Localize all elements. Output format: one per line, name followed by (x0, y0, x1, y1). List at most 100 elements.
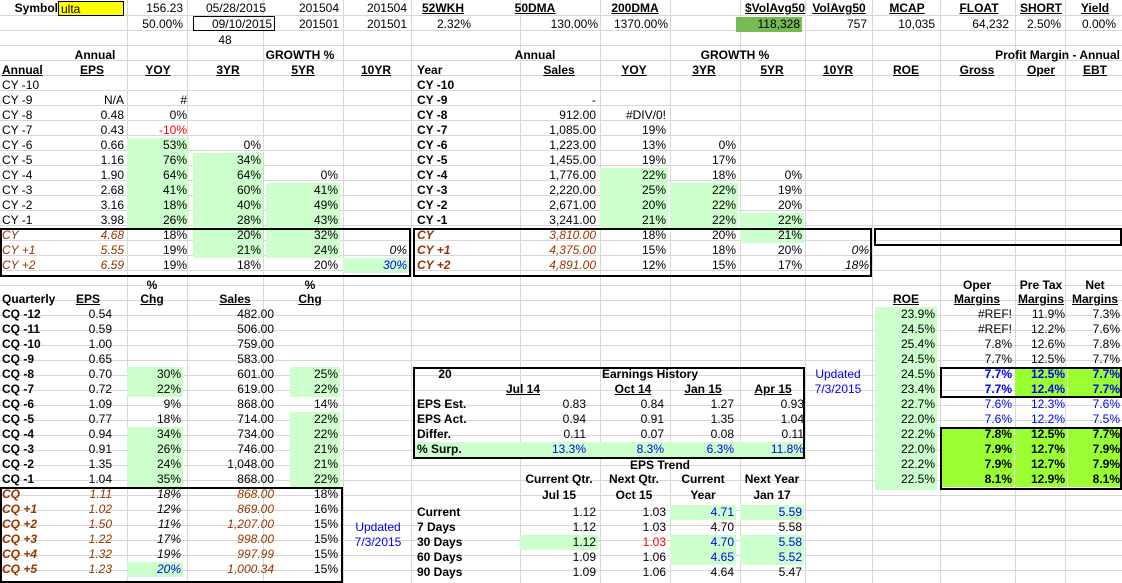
eps-annual-cell: 43% (266, 213, 340, 228)
period-2a: 201504 (366, 1, 407, 15)
q-cell: CQ -2 (2, 457, 35, 471)
eh-cell: 1.35 (710, 412, 734, 426)
pq-cell: 7.9% (940, 457, 1014, 472)
q-cell: CQ -9 (2, 352, 35, 366)
pq-cell: 22.0% (875, 442, 937, 457)
eps-annual-cell: # (180, 93, 187, 107)
gridline (0, 75, 1122, 76)
sales-annual-cell (805, 78, 871, 93)
sales-annual-cell: 19% (641, 153, 666, 167)
sales-annual-cell: 20% (711, 228, 736, 242)
pq-cell: 22.5% (875, 472, 937, 487)
eh-cell: 0.83 (562, 397, 586, 411)
sales-annual-cell (805, 108, 871, 123)
sales-annual-cell (740, 138, 804, 153)
symbol-input[interactable]: ulta (58, 1, 124, 16)
gridline (0, 210, 1122, 211)
sales-annual-cell: 22% (600, 168, 668, 183)
sales-annual-header-sales: Sales (543, 63, 575, 77)
sales-annual-cell: 1,455.00 (549, 153, 596, 167)
gridline (127, 0, 128, 583)
pq-cell: 24.5% (875, 322, 937, 337)
pq-cell: 7.7% (984, 382, 1012, 396)
profit-annual-title: Profit Margin - Annual (995, 48, 1120, 62)
pq-cell: #REF! (977, 322, 1012, 336)
date-2: 09/10/2015 (193, 16, 275, 31)
pq-cell: 12.2% (1030, 412, 1065, 426)
sales-annual-header-3yr: 3YR (692, 63, 716, 77)
sales-annual-cell: CY -3 (417, 183, 448, 197)
eh-surp: 11.8% (740, 442, 806, 457)
pq-cell: 7.9% (1068, 457, 1122, 472)
q-cell: 16% (313, 502, 338, 516)
sales-annual-cell (805, 198, 871, 213)
eps-annual-cell (266, 93, 340, 108)
sales-annual-cell (600, 93, 668, 108)
pq-cell: 25.4% (875, 337, 937, 352)
q-cell: 22% (290, 427, 340, 442)
eps-annual-cell: CY -5 (2, 153, 33, 167)
sales-annual-cell (805, 168, 871, 183)
eps-annual-cell (193, 78, 263, 93)
q-cell: 0.72 (88, 382, 112, 396)
header-48: 48 (218, 33, 232, 47)
eps-annual-cell: 0% (320, 168, 338, 182)
eps-annual-cell: CY -2 (2, 198, 33, 212)
sales-annual-cell (805, 153, 871, 168)
sales-annual-cell: 13% (641, 138, 666, 152)
yield-value: 0.00% (1081, 17, 1116, 31)
eh-cell: 1.04 (780, 412, 804, 426)
sales-annual-cell: 3,241.00 (549, 213, 596, 227)
pq-cell: 12.7% (1015, 457, 1067, 472)
pq-head-top-2: Net (1085, 278, 1105, 292)
eps-annual-cell: CY -9 (2, 93, 33, 107)
eh-cell: 0.94 (562, 412, 586, 426)
q-cell: CQ (2, 487, 20, 501)
q-header-chg1: Chg (140, 292, 164, 306)
gridline (0, 405, 1122, 406)
sales-annual-cell (670, 93, 738, 108)
eps-annual-cell (343, 228, 409, 243)
sales-annual-cell: 4,375.00 (549, 243, 596, 257)
float-value: 64,232 (972, 17, 1009, 31)
q-cell: 868.00 (237, 397, 274, 411)
eps-annual-cell: 24% (266, 243, 340, 258)
eps-annual-cell: CY +1 (2, 243, 36, 257)
sales-annual-cell (805, 123, 871, 138)
pq-cell: 12.2% (1030, 322, 1065, 336)
gridline (0, 435, 1122, 436)
sales-annual-cell: 19% (777, 183, 802, 197)
gridline (0, 285, 1122, 286)
q-cell: 22% (127, 382, 183, 397)
gridline (0, 240, 1122, 241)
q-cell: 21% (290, 457, 340, 472)
pq-cell: 23.4% (875, 382, 937, 397)
eh-cell: 0.91 (640, 412, 664, 426)
eps-annual-cell (266, 108, 340, 123)
pq-cell: 12.4% (1015, 382, 1067, 397)
pq-head-roe: ROE (892, 292, 919, 306)
gridline (0, 420, 1122, 421)
gridline (0, 150, 1122, 151)
gridline (0, 510, 1122, 511)
sales-annual-header-10yr: 10YR (822, 63, 854, 77)
eps-annual-cell (193, 123, 263, 138)
q-cell: CQ -4 (2, 427, 35, 441)
sales-annual-cell: 0% (784, 168, 802, 182)
eps-growth-group: GROWTH % (265, 48, 335, 62)
eps-annual-cell: 49% (266, 198, 340, 213)
sales-annual-cell (740, 108, 804, 123)
q-cell: 868.00 (237, 487, 274, 501)
q-header-eps: EPS (75, 292, 100, 306)
sales-annual-cell (805, 138, 871, 153)
pq-cell: 8.1% (940, 472, 1014, 487)
q-cell: 619.00 (237, 382, 274, 396)
q-cell: 714.00 (237, 412, 274, 426)
sales-annual-cell: CY -2 (417, 198, 448, 212)
sales-annual-cell: 18% (711, 168, 736, 182)
volavg-value: 118,328 (736, 17, 802, 32)
sales-annual-cell: 21% (600, 213, 668, 228)
eps-annual-cell (343, 123, 409, 138)
q-cell: 734.00 (237, 427, 274, 441)
trend-head-bot-3: Jan 17 (753, 488, 791, 502)
